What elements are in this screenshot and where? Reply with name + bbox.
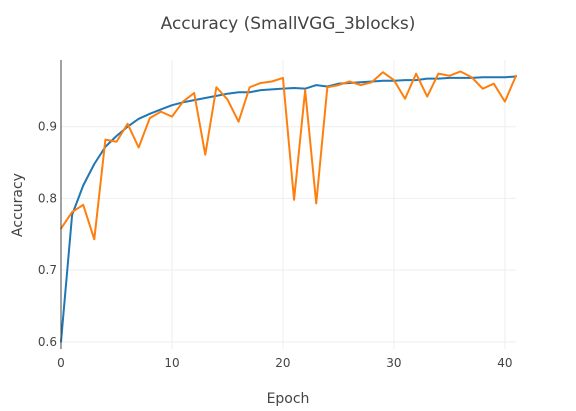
y-tick-label: 0.8 bbox=[38, 191, 57, 205]
series-line-2 bbox=[60, 70, 517, 241]
y-tick-label: 0.9 bbox=[38, 120, 57, 134]
chart-title: Accuracy (SmallVGG_3blocks) bbox=[161, 14, 416, 34]
x-tick-label: 30 bbox=[386, 356, 401, 370]
x-tick-label: 0 bbox=[57, 356, 65, 370]
y-tick-label: 0.7 bbox=[38, 263, 57, 277]
x-tick-label: 10 bbox=[164, 356, 179, 370]
grid bbox=[61, 60, 516, 349]
x-tick-label: 40 bbox=[497, 356, 512, 370]
y-tick-label: 0.6 bbox=[38, 335, 57, 349]
series-line-1 bbox=[60, 75, 517, 343]
series-layer bbox=[60, 70, 517, 343]
x-tick-label: 20 bbox=[275, 356, 290, 370]
y-axis-title: Accuracy bbox=[10, 173, 26, 237]
x-axis-title: Epoch bbox=[267, 391, 310, 407]
tick-labels: 0 10 20 30 40 0.6 0.7 0.8 0.9 bbox=[38, 120, 513, 370]
